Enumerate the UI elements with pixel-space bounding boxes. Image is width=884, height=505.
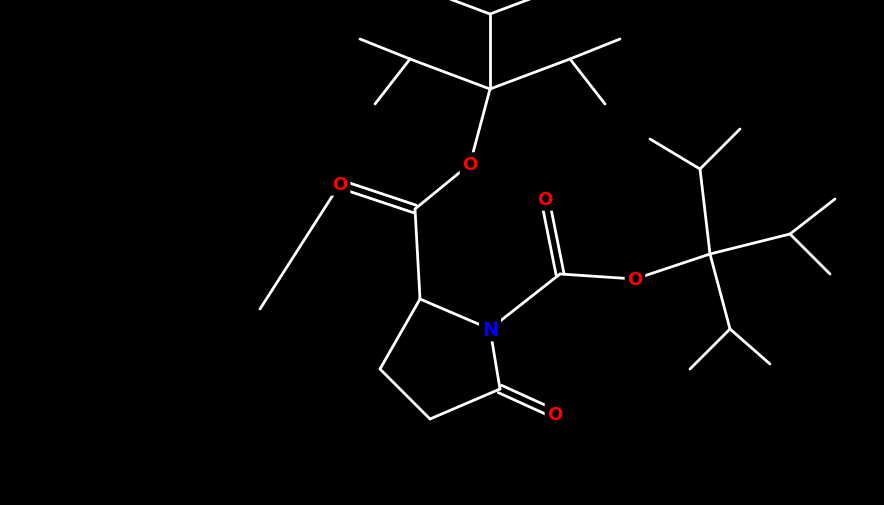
Text: O: O (547, 405, 562, 423)
Text: O: O (332, 176, 347, 193)
Text: N: N (482, 320, 498, 339)
Text: O: O (628, 271, 643, 288)
Text: O: O (537, 190, 552, 209)
Text: O: O (462, 156, 477, 174)
